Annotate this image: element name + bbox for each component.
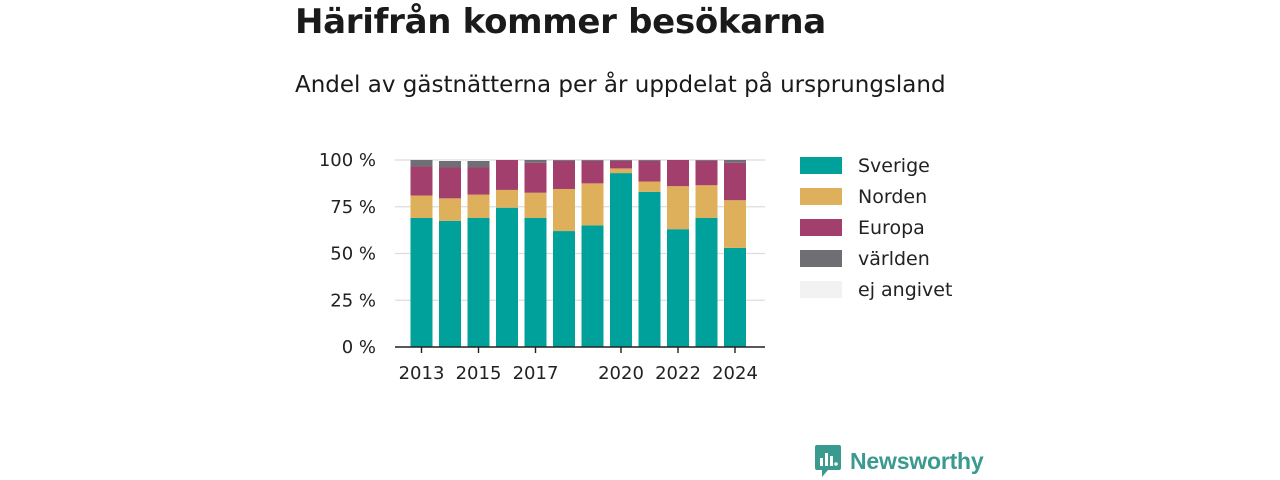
legend-swatch bbox=[800, 157, 842, 174]
bar-segment bbox=[581, 183, 604, 226]
bar-segment bbox=[439, 160, 461, 168]
legend-item: Norden bbox=[800, 181, 952, 212]
chart-legend: Sverige Norden Europa världen ej angivet bbox=[800, 150, 952, 305]
bar-segment bbox=[667, 160, 689, 187]
bar-segment bbox=[724, 162, 746, 201]
bar-segment bbox=[610, 168, 632, 174]
bar-segment bbox=[695, 185, 718, 218]
bar-segment bbox=[695, 160, 718, 161]
legend-label: världen bbox=[858, 247, 930, 270]
legend-item: Sverige bbox=[800, 150, 952, 181]
bar-segment bbox=[581, 225, 604, 347]
legend-item: Europa bbox=[800, 212, 952, 243]
bar-segment bbox=[496, 207, 518, 347]
bar-segment bbox=[610, 160, 632, 169]
bar-segment bbox=[439, 167, 461, 199]
bar-segment bbox=[410, 166, 433, 196]
y-tick-label: 50 % bbox=[330, 244, 376, 265]
chart-title: Härifrån kommer besökarna bbox=[295, 2, 826, 42]
x-tick-label: 2022 bbox=[655, 363, 701, 384]
bar-segment bbox=[667, 229, 689, 347]
bar-segment bbox=[638, 181, 661, 192]
bar-segment bbox=[724, 160, 746, 163]
bar-segment bbox=[410, 195, 433, 218]
bar-segment bbox=[410, 217, 433, 347]
legend-label: ej angivet bbox=[858, 278, 953, 301]
legend-swatch bbox=[800, 281, 842, 298]
bar-segment bbox=[439, 160, 461, 161]
bar-segment bbox=[610, 160, 632, 161]
bar-segment bbox=[524, 192, 547, 218]
newsworthy-logo-icon bbox=[815, 445, 841, 477]
brand-name: Newsworthy bbox=[850, 447, 984, 474]
legend-label: Sverige bbox=[858, 154, 930, 177]
legend-swatch bbox=[800, 219, 842, 236]
bar-segment bbox=[467, 167, 490, 195]
y-tick-label: 75 % bbox=[330, 197, 376, 218]
bar-segment bbox=[638, 191, 661, 347]
bar-segment bbox=[524, 162, 547, 193]
bar-segment bbox=[439, 198, 461, 221]
x-tick-label: 2024 bbox=[712, 363, 758, 384]
bar-segment bbox=[553, 160, 575, 189]
bar-segment bbox=[553, 231, 575, 347]
legend-swatch bbox=[800, 188, 842, 205]
bar-segment bbox=[524, 160, 547, 163]
y-tick-label: 25 % bbox=[330, 290, 376, 311]
chart-subtitle: Andel av gästnätterna per år uppdelat på… bbox=[295, 72, 946, 98]
legend-label: Norden bbox=[858, 185, 928, 208]
bar-segment bbox=[581, 160, 604, 161]
bar-segment bbox=[610, 173, 632, 347]
bar-segment bbox=[467, 160, 490, 161]
bar-segment bbox=[695, 217, 718, 347]
legend-label: Europa bbox=[858, 216, 925, 239]
bar-segment bbox=[553, 188, 575, 232]
bar-segment bbox=[695, 160, 718, 186]
bar-segment bbox=[410, 160, 433, 167]
bar-segment bbox=[439, 220, 461, 347]
legend-item: ej angivet bbox=[800, 274, 952, 305]
legend-swatch bbox=[800, 250, 842, 267]
bar-segment bbox=[638, 160, 661, 182]
bar-segment bbox=[553, 160, 575, 161]
bar-segment bbox=[638, 160, 661, 161]
bar-segment bbox=[524, 217, 547, 347]
bar-segment bbox=[496, 160, 518, 190]
bar-segment bbox=[467, 194, 490, 218]
x-tick-label: 2020 bbox=[598, 363, 644, 384]
bar-segment bbox=[467, 160, 490, 168]
x-tick-label: 2013 bbox=[399, 363, 445, 384]
x-tick-label: 2015 bbox=[456, 363, 502, 384]
bar-segment bbox=[581, 160, 604, 184]
bar-segment bbox=[724, 200, 746, 248]
brand-logo-block: Newsworthy bbox=[814, 444, 984, 478]
y-tick-label: 0 % bbox=[342, 337, 376, 358]
bar-segment bbox=[667, 186, 689, 230]
legend-item: världen bbox=[800, 243, 952, 274]
bar-segment bbox=[724, 247, 746, 347]
x-tick-label: 2017 bbox=[513, 363, 559, 384]
bar-segment bbox=[496, 189, 518, 208]
bar-segment bbox=[467, 217, 490, 347]
y-tick-label: 100 % bbox=[319, 150, 376, 171]
